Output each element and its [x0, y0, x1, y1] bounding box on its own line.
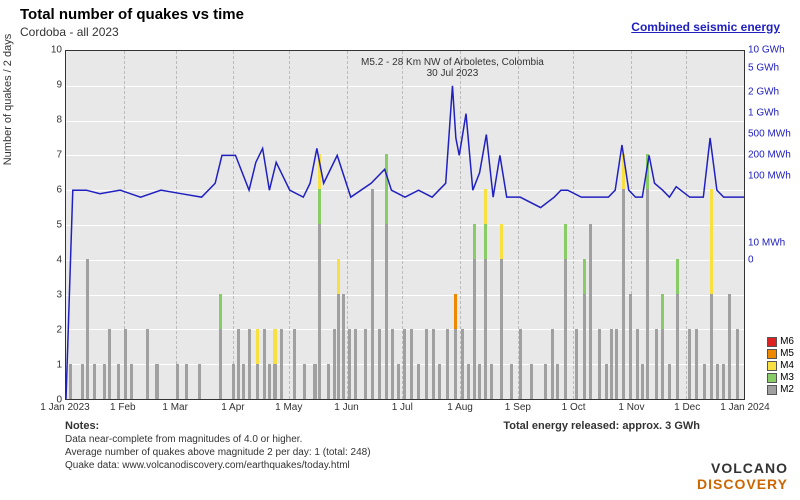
- legend-label: M3: [780, 372, 794, 383]
- y-tick-left: 8: [56, 115, 62, 126]
- y-tick-left: 9: [56, 80, 62, 91]
- energy-polyline: [66, 86, 744, 399]
- chart-subtitle: Cordoba - all 2023: [20, 25, 244, 39]
- legend-swatch: [767, 349, 777, 359]
- logo: VOLCANO DISCOVERY: [697, 460, 788, 492]
- y-tick-right: 10 GWh: [748, 45, 785, 56]
- legend-row-M4: M4: [767, 360, 794, 371]
- legend-row-M3: M3: [767, 372, 794, 383]
- title-block: Total number of quakes vs time Cordoba -…: [20, 6, 244, 39]
- x-tick: 1 Dec: [674, 402, 700, 413]
- notes-block: Notes: Data near-complete from magnitude…: [65, 420, 371, 471]
- x-tick: 1 Mar: [162, 402, 188, 413]
- y-tick-left: 6: [56, 185, 62, 196]
- legend-swatch: [767, 337, 777, 347]
- legend-swatch: [767, 373, 777, 383]
- x-tick: 1 Jan 2023: [40, 402, 90, 413]
- x-tick: 1 Jun: [334, 402, 358, 413]
- y-tick-right: 500 MWh: [748, 129, 791, 140]
- logo-bottom: DISCOVERY: [697, 476, 788, 492]
- notes-line3: Quake data: www.volcanodiscovery.com/ear…: [65, 460, 371, 471]
- legend-row-M2: M2: [767, 384, 794, 395]
- total-energy-text: Total energy released: approx. 3 GWh: [503, 420, 700, 432]
- y-tick-right: 1 GWh: [748, 108, 779, 119]
- y-tick-right: 2 GWh: [748, 87, 779, 98]
- legend-label: M2: [780, 384, 794, 395]
- y-axis-left-label: Number of quakes / 2 days: [2, 34, 14, 165]
- logo-top: VOLCANO: [697, 460, 788, 476]
- chart-plot-area: M5.2 - 28 Km NW of Arboletes, Colombia 3…: [65, 50, 745, 400]
- y-tick-left: 3: [56, 290, 62, 301]
- y-tick-left: 4: [56, 255, 62, 266]
- annotation-line2: 30 Jul 2023: [361, 68, 544, 79]
- y-tick-left: 10: [51, 45, 62, 56]
- x-tick: 1 Oct: [562, 402, 586, 413]
- y-tick-left: 5: [56, 220, 62, 231]
- y-tick-right: 5 GWh: [748, 62, 779, 73]
- x-tick: 1 Nov: [618, 402, 644, 413]
- peak-annotation: M5.2 - 28 Km NW of Arboletes, Colombia 3…: [361, 57, 544, 79]
- x-tick: 1 Jan 2024: [720, 402, 770, 413]
- energy-axis-label: Combined seismic energy: [631, 20, 780, 34]
- legend-swatch: [767, 361, 777, 371]
- x-tick: 1 Feb: [110, 402, 136, 413]
- y-tick-right: 100 MWh: [748, 171, 791, 182]
- y-axis-left: 012345678910: [40, 50, 62, 400]
- legend-swatch: [767, 385, 777, 395]
- y-tick-right: 200 MWh: [748, 150, 791, 161]
- legend-row-M5: M5: [767, 348, 794, 359]
- y-tick-right: 10 MWh: [748, 237, 785, 248]
- y-tick-left: 1: [56, 360, 62, 371]
- notes-line1: Data near-complete from magnitudes of 4.…: [65, 434, 371, 445]
- notes-line2: Average number of quakes above magnitude…: [65, 447, 371, 458]
- x-tick: 1 Jul: [392, 402, 413, 413]
- magnitude-legend: M6M5M4M3M2: [767, 336, 794, 395]
- x-axis: 1 Jan 20231 Feb1 Mar1 Apr1 May1 Jun1 Jul…: [65, 400, 745, 420]
- legend-label: M4: [780, 360, 794, 371]
- legend-label: M5: [780, 348, 794, 359]
- energy-line: [66, 51, 744, 399]
- y-tick-left: 2: [56, 325, 62, 336]
- x-tick: 1 Sep: [505, 402, 531, 413]
- legend-label: M6: [780, 336, 794, 347]
- x-tick: 1 Aug: [447, 402, 473, 413]
- x-tick: 1 Apr: [221, 402, 244, 413]
- annotation-line1: M5.2 - 28 Km NW of Arboletes, Colombia: [361, 57, 544, 68]
- x-tick: 1 May: [275, 402, 302, 413]
- y-tick-right: 0: [748, 255, 754, 266]
- chart-title: Total number of quakes vs time: [20, 6, 244, 23]
- notes-title: Notes:: [65, 420, 371, 432]
- legend-row-M6: M6: [767, 336, 794, 347]
- y-tick-left: 7: [56, 150, 62, 161]
